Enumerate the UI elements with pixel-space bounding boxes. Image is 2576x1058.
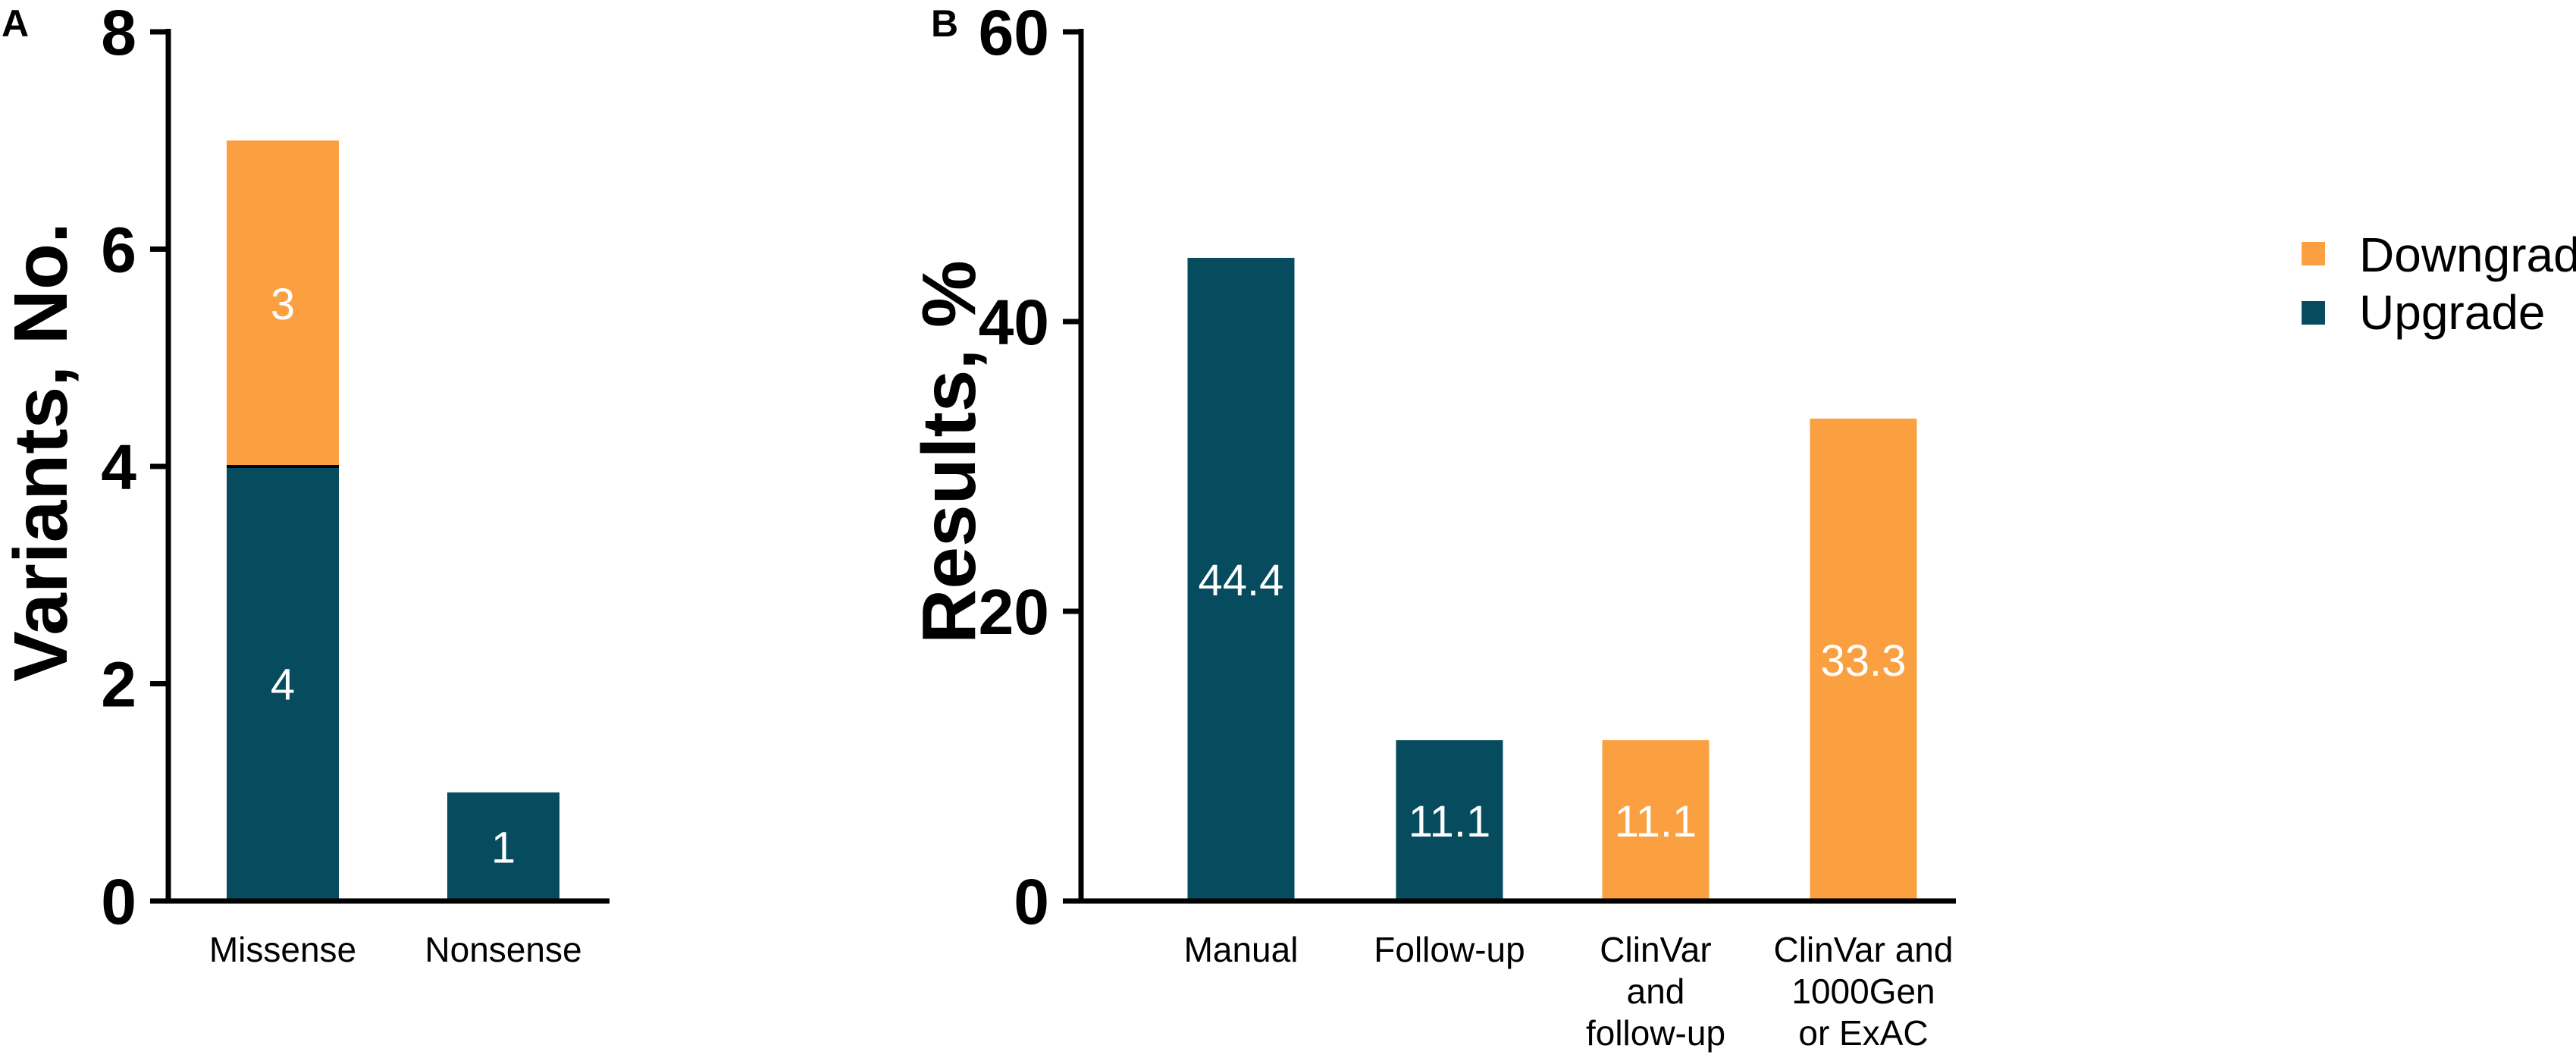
panel-b-x-tick-label: ClinVar and follow-up (1586, 930, 1725, 1053)
panel-a-y-tick-label: 6 (101, 215, 136, 286)
legend: Downgrade Upgrade (2302, 228, 2576, 340)
panel-a-bar-segment (227, 466, 339, 901)
panel-b-x-tick-label: Follow-up (1374, 930, 1525, 969)
panel-a-bar-segment (227, 140, 339, 466)
panel-a-x-tick-label: Missense (209, 930, 356, 969)
panel-b-y-axis-label: Results, % (907, 260, 992, 644)
panel-b-x-tick-label-line: follow-up (1586, 1013, 1725, 1053)
panel-b-x-tick-label: Manual (1184, 930, 1299, 969)
panel-a-y-tick-label: 8 (101, 0, 136, 68)
panel-a-bar-label: 4 (271, 661, 295, 710)
panel-b-chart: Results, % 0 20 40 60 44.4 Manual 11.1 Follow-u… (907, 0, 1956, 1053)
panel-b-x-tick-label-line: Follow-up (1374, 930, 1525, 969)
panel-b-bar (1810, 418, 1917, 901)
panel-b-bar (1602, 739, 1709, 901)
panel-b-x-tick-label-line: Manual (1184, 930, 1299, 969)
legend-label-upgrade: Upgrade (2359, 285, 2546, 340)
panel-a-y-tick-label: 2 (101, 649, 136, 721)
panel-b-bar (1187, 257, 1295, 902)
panel-a-y-axis-label: Variants, No. (0, 222, 83, 682)
panel-a-bar-segment (447, 792, 559, 901)
panel-b-y-tick-label: 60 (979, 0, 1049, 68)
panel-a-x-tick-label: Nonsense (425, 930, 581, 969)
panel-b-y-tick-label: 40 (979, 287, 1049, 358)
panel-a-y-tick-label: 0 (101, 866, 136, 937)
panel-a-bar-label: 3 (271, 280, 295, 329)
panel-b-x-tick-label-line: ClinVar (1600, 930, 1711, 969)
panel-b-bar-label: 33.3 (1821, 636, 1907, 686)
panel-a-chart: Variants, No. 0 2 4 6 8 4 3 Missense 1 Nonsense (0, 0, 610, 969)
legend-swatch-downgrade (2302, 242, 2325, 265)
panel-b-x-tick-label-line: ClinVar and (1774, 930, 1954, 969)
panel-b-y-tick-label: 0 (1014, 866, 1049, 937)
panel-b-y-tick-label: 20 (979, 576, 1049, 648)
panel-a-letter: A (2, 2, 29, 45)
panel-b-x-tick-label: ClinVar and 1000Gen or ExAC (1774, 930, 1954, 1053)
panel-a-y-tick-label: 4 (101, 432, 136, 503)
panel-b-bar (1396, 739, 1503, 901)
panel-b-x-tick-label-line: 1000Gen (1791, 972, 1935, 1011)
legend-swatch-upgrade (2302, 301, 2325, 325)
panel-b-bar-label: 44.4 (1199, 556, 1284, 605)
panel-b-bar-label: 11.1 (1615, 797, 1697, 846)
panel-b-letter: B (931, 2, 958, 45)
legend-label-downgrade: Downgrade (2359, 228, 2576, 282)
panel-a-bar-label: 1 (491, 823, 516, 872)
panel-b-x-tick-label-line: or ExAC (1798, 1013, 1928, 1053)
panel-b-x-tick-label-line: and (1627, 972, 1685, 1011)
panel-b-bar-label: 11.1 (1409, 797, 1491, 846)
